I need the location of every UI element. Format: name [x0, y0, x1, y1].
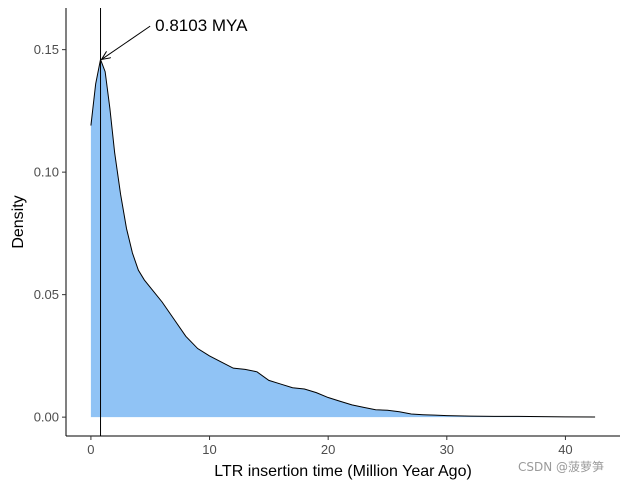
x-tick-label: 10: [202, 442, 216, 457]
y-tick-label: 0.10: [34, 165, 59, 180]
peak-annotation-label: 0.8103 MYA: [155, 16, 248, 35]
x-tick-label: 0: [87, 442, 94, 457]
y-tick-label: 0.05: [34, 287, 59, 302]
x-ticks: 0 10 20 30 40: [87, 436, 573, 457]
density-line: [90, 57, 596, 418]
density-area: [90, 59, 596, 418]
watermark: CSDN @菠萝笋: [518, 459, 604, 474]
y-ticks: 0.00 0.05 0.10 0.15: [34, 42, 66, 425]
x-tick-label: 20: [321, 442, 335, 457]
y-tick-label: 0.15: [34, 42, 59, 57]
peak-arrow: [102, 25, 151, 59]
y-tick-label: 0.00: [34, 410, 59, 425]
x-tick-label: 30: [440, 442, 454, 457]
x-axis-title: LTR insertion time (Million Year Ago): [214, 463, 472, 480]
y-axis-title: Density: [10, 195, 27, 248]
x-tick-label: 40: [558, 442, 572, 457]
